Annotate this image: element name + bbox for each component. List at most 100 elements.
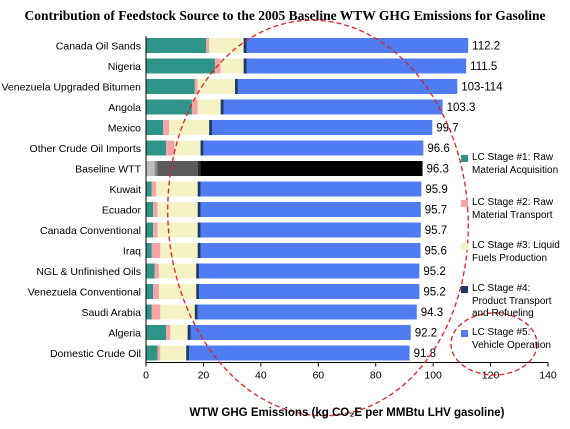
chart-title: Contribution of Feedstock Source to the … bbox=[24, 8, 546, 23]
legend-swatch-stage4 bbox=[461, 286, 468, 293]
bar-segment-mexico-stage2 bbox=[163, 120, 169, 135]
bar-segment-angola-stage2 bbox=[191, 99, 198, 115]
category-label-kuwait: Kuwait bbox=[109, 184, 141, 196]
annotation-ellipse-stage5-legend bbox=[450, 312, 538, 376]
bar-segment-canada-conventional-stage2 bbox=[153, 222, 158, 238]
bar-segment-venezuela-conventional-stage2 bbox=[153, 284, 159, 299]
category-label-domestic-crude-oil: Domestic Crude Oil bbox=[50, 348, 141, 360]
bar-segment-venezuela-upgraded-bitumen-stage2 bbox=[194, 79, 198, 94]
value-label-saudi-arabia: 94.3 bbox=[421, 307, 443, 319]
bar-segment-ecuador-stage3 bbox=[157, 202, 198, 217]
bar-segment-baseline-wtt-stage4 bbox=[197, 161, 201, 176]
bar-segment-angola-stage1 bbox=[146, 99, 192, 115]
bar-segment-ecuador-stage1 bbox=[146, 202, 154, 217]
category-label-saudi-arabia: Saudi Arabia bbox=[81, 307, 141, 319]
bar-segment-canada-conventional-stage1 bbox=[146, 222, 154, 238]
value-label-canada-conventional: 95.7 bbox=[425, 225, 447, 237]
bar-segment-mexico-stage4 bbox=[209, 120, 213, 135]
value-label-algeria: 92.2 bbox=[415, 328, 437, 340]
bar-segment-iraq-stage4 bbox=[197, 243, 201, 258]
bar-segment-nigeria-stage1 bbox=[146, 58, 215, 74]
bar-segment-kuwait-stage1 bbox=[146, 181, 152, 197]
value-label-iraq: 95.6 bbox=[425, 246, 447, 258]
bar-segment-algeria-stage2 bbox=[166, 325, 171, 340]
bar-segment-venezuela-conventional-stage3 bbox=[158, 284, 197, 299]
bars-layer bbox=[146, 38, 469, 361]
bar-segment-venezuela-upgraded-bitumen-stage4 bbox=[235, 79, 238, 94]
bar-segment-algeria-stage1 bbox=[146, 325, 167, 340]
bar-segment-algeria-stage4 bbox=[187, 325, 191, 340]
bar-segment-kuwait-stage2 bbox=[151, 181, 157, 197]
value-label-mexico: 99.7 bbox=[436, 123, 458, 135]
bar-segment-algeria-stage5 bbox=[190, 325, 411, 340]
axis-layer: 0 20 40 60 80 100 120 140 bbox=[143, 36, 557, 382]
bar-segment-venezuela-conventional-stage5 bbox=[199, 284, 420, 299]
bar-segment-venezuela-upgraded-bitumen-stage3 bbox=[197, 79, 236, 94]
bar-segment-baseline-wtt-stage3 bbox=[157, 161, 198, 176]
bar-segment-canada-oil-sands-stage2 bbox=[206, 38, 210, 53]
bar-segment-domestic-crude-oil-stage1 bbox=[146, 345, 158, 361]
bar-segment-angola-stage3 bbox=[197, 99, 221, 115]
x-tick-label-40: 40 bbox=[255, 370, 267, 382]
bar-segment-domestic-crude-oil-stage5 bbox=[189, 345, 410, 361]
bar-segment-kuwait-stage3 bbox=[156, 181, 198, 197]
category-label-baseline-wtt: Baseline WTT bbox=[75, 163, 142, 175]
bar-segment-saudi-arabia-stage1 bbox=[146, 304, 152, 320]
legend-label-stage5: LC Stage #5: Vehicle Operation bbox=[472, 327, 551, 351]
bar-segment-other-crude-oil-imports-stage5 bbox=[203, 140, 424, 156]
x-tick-label-120: 120 bbox=[482, 370, 500, 382]
labels-layer: Canada Oil Sands 112.2 Nigeria 111.5 Venezue… bbox=[1, 40, 503, 360]
category-label-venezuela-conventional: Venezuela Conventional bbox=[28, 286, 141, 298]
annotation-layer bbox=[167, 19, 538, 417]
value-label-ngl-unfinished-oils: 95.2 bbox=[423, 266, 445, 278]
bar-segment-other-crude-oil-imports-stage3 bbox=[174, 140, 201, 156]
bar-segment-saudi-arabia-stage3 bbox=[160, 304, 195, 320]
legend-swatch-stage5 bbox=[461, 330, 468, 337]
value-label-venezuela-conventional: 95.2 bbox=[423, 287, 445, 299]
bar-segment-iraq-stage1 bbox=[146, 243, 152, 258]
bar-segment-ngl-unfinished-oils-stage4 bbox=[196, 263, 200, 279]
bar-segment-other-crude-oil-imports-stage2 bbox=[166, 140, 175, 156]
bar-segment-saudi-arabia-stage2 bbox=[151, 304, 161, 320]
bar-segment-nigeria-stage3 bbox=[220, 58, 244, 74]
bar-segment-baseline-wtt-stage5 bbox=[200, 161, 423, 176]
bar-segment-mexico-stage1 bbox=[146, 120, 164, 135]
category-label-other-crude-oil-imports: Other Crude Oil Imports bbox=[30, 143, 141, 155]
x-tick-label-100: 100 bbox=[424, 370, 442, 382]
legend-label-stage4: LC Stage #4: Product Transport and Refue… bbox=[472, 283, 552, 319]
legend-label-stage3: LC Stage #3: Liquid Fuels Production bbox=[472, 240, 560, 264]
bar-segment-domestic-crude-oil-stage3 bbox=[160, 345, 187, 361]
bar-segment-mexico-stage3 bbox=[168, 120, 210, 135]
bar-segment-baseline-wtt-stage2 bbox=[154, 161, 158, 176]
bar-segment-canada-oil-sands-stage5 bbox=[246, 38, 469, 53]
bar-segment-domestic-crude-oil-stage4 bbox=[186, 345, 190, 361]
legend-swatch-stage1 bbox=[461, 155, 468, 162]
bar-segment-saudi-arabia-stage5 bbox=[197, 304, 417, 320]
bar-segment-ngl-unfinished-oils-stage2 bbox=[154, 263, 159, 279]
bar-segment-canada-conventional-stage3 bbox=[157, 222, 198, 238]
x-axis-title: WTW GHG Emissions (kg CO₂E per MMBtu LHV… bbox=[189, 407, 505, 419]
bar-segment-canada-oil-sands-stage1 bbox=[146, 38, 207, 53]
category-label-canada-conventional: Canada Conventional bbox=[40, 225, 141, 237]
bar-segment-ecuador-stage2 bbox=[153, 202, 158, 217]
category-label-venezuela-upgraded-bitumen: Venezuela Upgraded Bitumen bbox=[1, 81, 141, 93]
legend-swatch-stage2 bbox=[461, 200, 468, 207]
legend-label-stage1: LC Stage #1: Raw Material Acquisition bbox=[472, 152, 559, 176]
bar-segment-venezuela-upgraded-bitumen-stage5 bbox=[237, 79, 458, 94]
x-tick-label-0: 0 bbox=[143, 370, 149, 382]
bar-segment-domestic-crude-oil-stage2 bbox=[157, 345, 161, 361]
value-label-domestic-crude-oil: 91.8 bbox=[414, 348, 436, 360]
bar-segment-iraq-stage5 bbox=[200, 243, 421, 258]
bar-segment-saudi-arabia-stage4 bbox=[194, 304, 198, 320]
bar-segment-nigeria-stage4 bbox=[243, 58, 247, 74]
bar-segment-other-crude-oil-imports-stage4 bbox=[200, 140, 204, 156]
bar-segment-ecuador-stage5 bbox=[200, 202, 421, 217]
bar-segment-algeria-stage3 bbox=[170, 325, 188, 340]
bar-segment-kuwait-stage4 bbox=[197, 181, 201, 197]
legend-swatch-stage3 bbox=[461, 243, 468, 250]
bar-segment-ecuador-stage4 bbox=[197, 202, 201, 217]
value-label-kuwait: 95.9 bbox=[425, 184, 447, 196]
bar-segment-nigeria-stage5 bbox=[246, 58, 467, 74]
value-label-venezuela-upgraded-bitumen: 103-114 bbox=[461, 82, 503, 94]
